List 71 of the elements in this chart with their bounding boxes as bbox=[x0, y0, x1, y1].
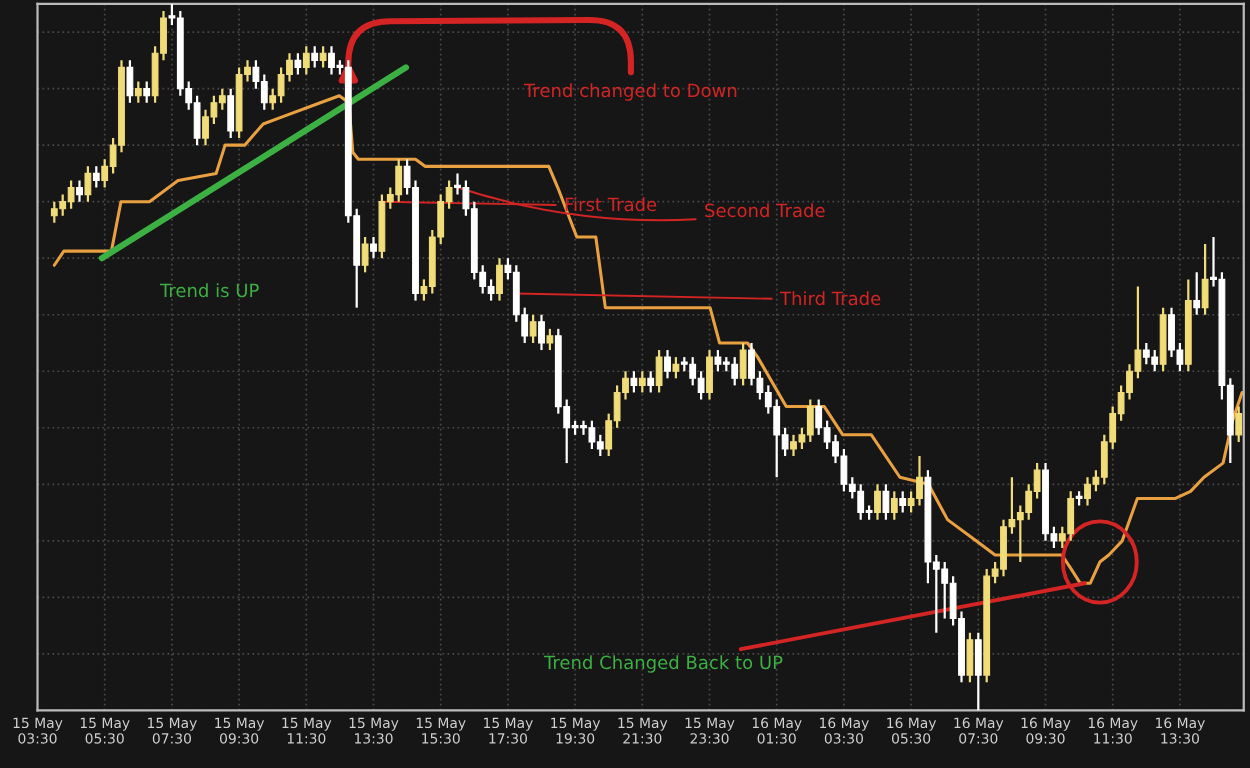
candlestick bbox=[806, 398, 814, 444]
candlestick bbox=[890, 490, 898, 521]
candlestick bbox=[1067, 490, 1075, 542]
annotation: Trend changed to Down bbox=[523, 83, 737, 101]
candlestick bbox=[529, 313, 537, 345]
candlestick bbox=[697, 370, 705, 401]
candlestick bbox=[395, 158, 403, 203]
candlestick bbox=[1201, 242, 1209, 316]
candlestick bbox=[1151, 348, 1159, 373]
candlestick bbox=[638, 370, 646, 394]
candlestick bbox=[1084, 476, 1091, 507]
candlestick bbox=[84, 165, 92, 203]
candlestick bbox=[202, 108, 209, 147]
candlestick bbox=[899, 490, 907, 514]
candlestick bbox=[546, 327, 554, 352]
candlestick bbox=[714, 348, 722, 373]
candlestick bbox=[260, 73, 268, 111]
candlestick bbox=[664, 348, 671, 380]
candlestick bbox=[126, 59, 134, 104]
candlestick bbox=[739, 341, 747, 387]
candlestick bbox=[748, 341, 755, 387]
candlestick bbox=[580, 419, 587, 436]
candlestick bbox=[227, 87, 235, 140]
candlestick bbox=[67, 179, 75, 210]
candlestick bbox=[731, 356, 739, 387]
candlestick bbox=[370, 235, 377, 260]
candlestick bbox=[706, 348, 713, 401]
candlestick bbox=[941, 560, 949, 620]
candlestick bbox=[319, 45, 327, 69]
candlestick bbox=[59, 193, 67, 217]
candlestick bbox=[596, 433, 604, 458]
candlestick bbox=[1193, 271, 1201, 316]
candlestick bbox=[672, 356, 680, 380]
candlestick bbox=[134, 80, 142, 104]
candlestick bbox=[647, 370, 655, 394]
candlestick bbox=[974, 631, 982, 711]
annotation: Third Trade bbox=[779, 291, 881, 306]
candlestick bbox=[588, 419, 596, 451]
candlestick bbox=[882, 483, 890, 521]
annotation: Second Trade bbox=[705, 203, 825, 218]
candlestick bbox=[496, 257, 503, 302]
candlestick bbox=[689, 356, 697, 387]
candlestick bbox=[311, 45, 319, 69]
annotation: First Trade bbox=[565, 197, 657, 212]
candlestick bbox=[1168, 306, 1175, 359]
candlestick bbox=[92, 165, 100, 189]
candlestick bbox=[487, 278, 495, 302]
annotation: Trend is UP bbox=[159, 283, 259, 298]
candlestick bbox=[76, 179, 83, 203]
candlestick bbox=[218, 87, 226, 111]
candlestick bbox=[294, 52, 302, 76]
candlestick bbox=[815, 398, 823, 436]
candlestick bbox=[328, 45, 335, 76]
candlestick bbox=[773, 398, 781, 479]
candlestick bbox=[143, 80, 151, 104]
candlestick bbox=[1235, 405, 1243, 444]
candlestick bbox=[874, 483, 881, 521]
candlestick bbox=[538, 313, 545, 352]
candlestick bbox=[916, 454, 923, 507]
candlestick bbox=[50, 200, 58, 224]
candlestick bbox=[361, 235, 369, 274]
candlestick bbox=[302, 45, 310, 76]
candlestick bbox=[655, 348, 663, 394]
candlestick bbox=[193, 94, 201, 147]
candlestick bbox=[1142, 341, 1150, 366]
candlestick bbox=[790, 433, 797, 458]
candlestick bbox=[630, 370, 638, 394]
candlestick bbox=[857, 483, 865, 521]
candlestick bbox=[1000, 518, 1007, 578]
annotation: Trend Changed Back to UP bbox=[543, 655, 783, 673]
candlestick bbox=[966, 631, 974, 684]
